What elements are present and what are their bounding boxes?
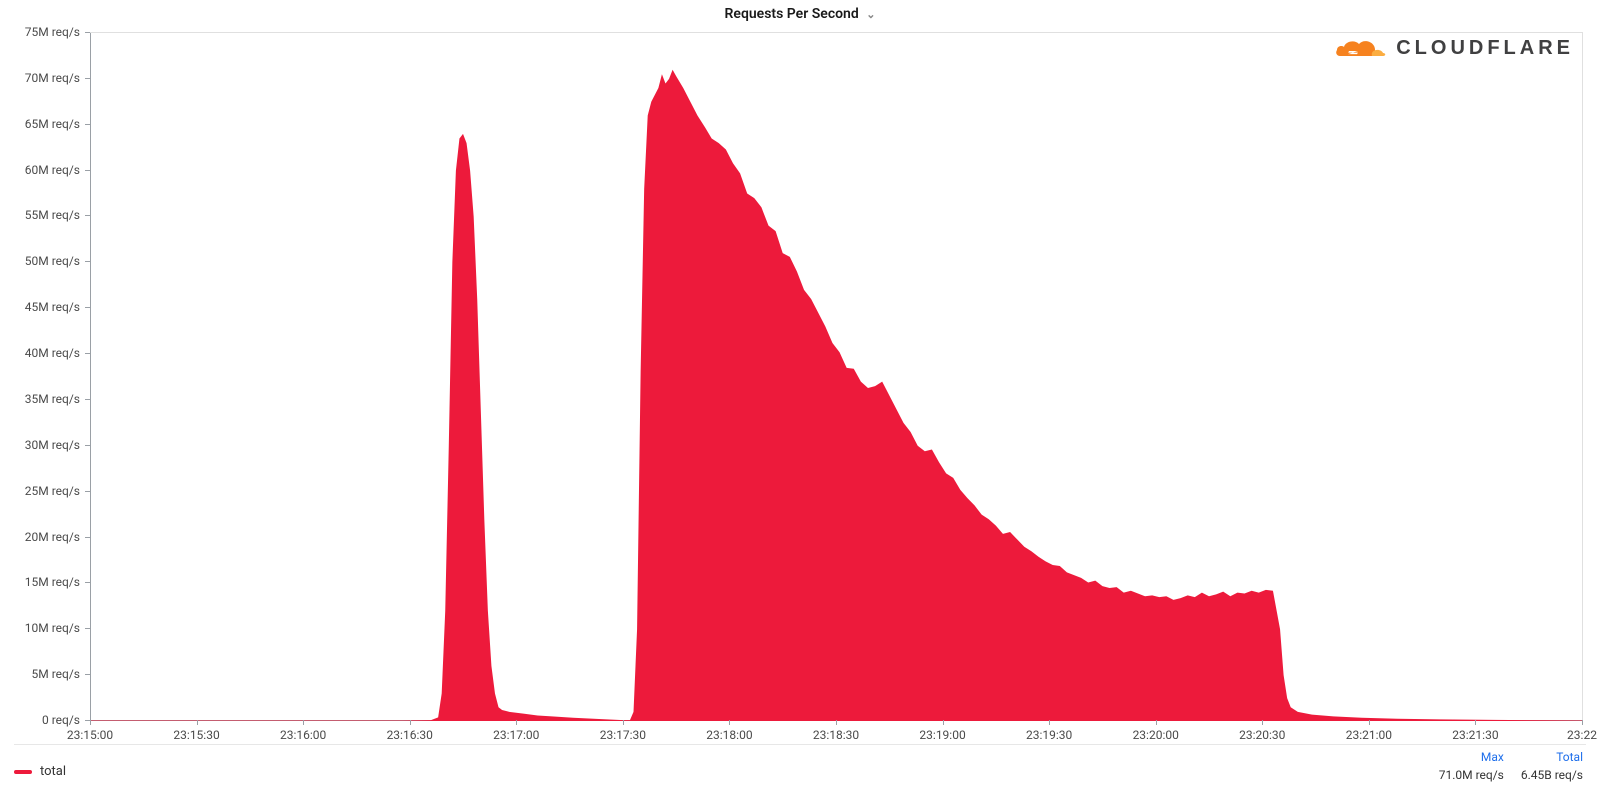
x-tick-label: 23:20:00	[1133, 728, 1179, 742]
x-tick-mark	[303, 720, 304, 725]
x-tick-label: 23:21:30	[1452, 728, 1498, 742]
y-tick-mark	[85, 32, 90, 33]
x-tick-mark	[836, 720, 837, 725]
x-tick-label: 23:18:30	[813, 728, 859, 742]
x-tick-label: 23:21:00	[1346, 728, 1392, 742]
footer-stats: Max Total 71.0M req/s 6.45B req/s	[1423, 747, 1586, 785]
x-tick-mark	[90, 720, 91, 725]
y-tick-mark	[85, 353, 90, 354]
y-tick-label: 25M req/s	[0, 484, 80, 498]
x-tick-label: 23:22	[1567, 728, 1597, 742]
y-tick-mark	[85, 307, 90, 308]
y-tick-label: 0 req/s	[0, 713, 80, 727]
x-tick-mark	[1369, 720, 1370, 725]
x-tick-label: 23:17:00	[493, 728, 539, 742]
x-tick-label: 23:16:00	[280, 728, 326, 742]
footer-value-max: 71.0M req/s	[1425, 767, 1505, 783]
legend-label: total	[40, 764, 66, 779]
y-tick-mark	[85, 399, 90, 400]
footer-value-total: 6.45B req/s	[1507, 767, 1584, 783]
y-tick-label: 60M req/s	[0, 163, 80, 177]
x-tick-mark	[1049, 720, 1050, 725]
x-tick-mark	[1156, 720, 1157, 725]
y-tick-mark	[85, 261, 90, 262]
chart-title[interactable]: Requests Per Second ⌄	[0, 6, 1600, 22]
y-tick-label: 20M req/s	[0, 530, 80, 544]
x-tick-label: 23:15:00	[67, 728, 113, 742]
y-tick-label: 70M req/s	[0, 71, 80, 85]
x-tick-mark	[1262, 720, 1263, 725]
x-tick-mark	[729, 720, 730, 725]
x-tick-mark	[623, 720, 624, 725]
y-tick-mark	[85, 674, 90, 675]
y-tick-mark	[85, 170, 90, 171]
y-tick-label: 15M req/s	[0, 575, 80, 589]
legend-swatch	[14, 770, 32, 774]
x-tick-label: 23:20:30	[1239, 728, 1285, 742]
y-tick-label: 45M req/s	[0, 300, 80, 314]
y-tick-label: 10M req/s	[0, 621, 80, 635]
chevron-down-icon: ⌄	[866, 8, 875, 21]
y-tick-label: 65M req/s	[0, 117, 80, 131]
y-tick-label: 75M req/s	[0, 25, 80, 39]
y-tick-label: 35M req/s	[0, 392, 80, 406]
x-tick-label: 23:16:30	[387, 728, 433, 742]
x-tick-label: 23:19:30	[1026, 728, 1072, 742]
y-tick-mark	[85, 215, 90, 216]
y-tick-mark	[85, 582, 90, 583]
y-tick-mark	[85, 445, 90, 446]
legend[interactable]: total	[14, 764, 66, 785]
y-tick-label: 40M req/s	[0, 346, 80, 360]
y-tick-mark	[85, 537, 90, 538]
y-tick-mark	[85, 491, 90, 492]
y-tick-label: 30M req/s	[0, 438, 80, 452]
y-tick-label: 5M req/s	[0, 667, 80, 681]
y-tick-label: 55M req/s	[0, 208, 80, 222]
y-tick-label: 50M req/s	[0, 254, 80, 268]
chart-svg	[90, 33, 1582, 721]
x-tick-mark	[410, 720, 411, 725]
x-tick-label: 23:18:00	[706, 728, 752, 742]
footer-header-total: Total	[1507, 749, 1584, 765]
y-tick-mark	[85, 628, 90, 629]
x-tick-label: 23:19:00	[919, 728, 965, 742]
x-tick-mark	[197, 720, 198, 725]
x-tick-label: 23:15:30	[173, 728, 219, 742]
y-tick-mark	[85, 78, 90, 79]
x-tick-mark	[516, 720, 517, 725]
y-tick-mark	[85, 124, 90, 125]
footer-header-max: Max	[1425, 749, 1505, 765]
x-tick-label: 23:17:30	[600, 728, 646, 742]
x-tick-mark	[1475, 720, 1476, 725]
x-tick-mark	[1582, 720, 1583, 725]
chart-footer: total Max Total 71.0M req/s 6.45B req/s	[14, 744, 1586, 785]
chart-plot-area	[90, 32, 1583, 721]
x-tick-mark	[943, 720, 944, 725]
chart-title-text: Requests Per Second	[725, 6, 859, 22]
series-area-total	[90, 70, 1582, 721]
